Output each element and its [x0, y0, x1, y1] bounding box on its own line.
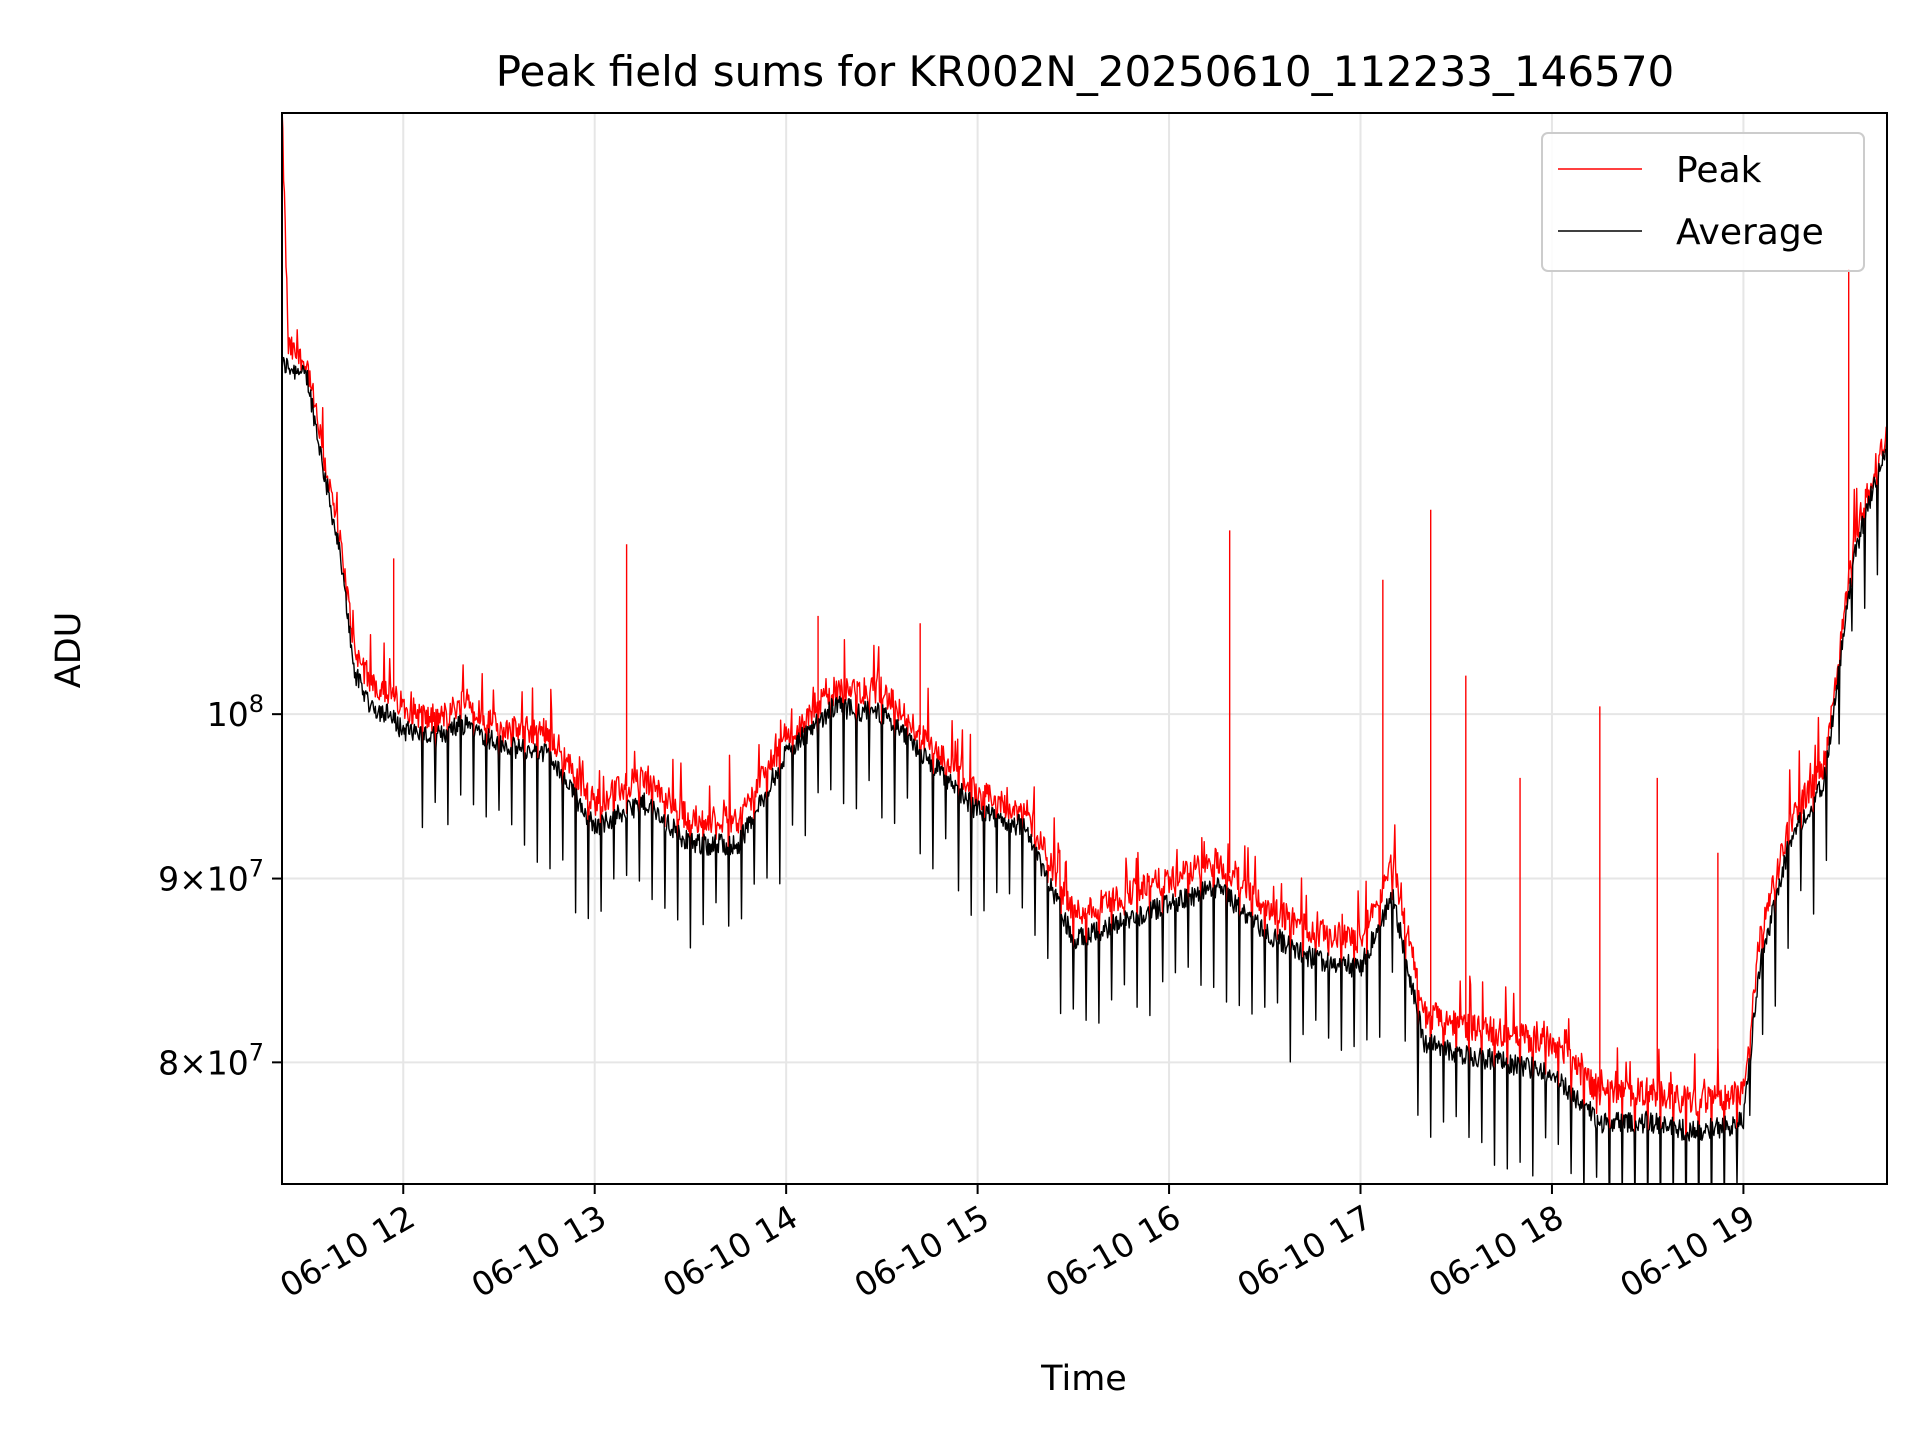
- y-axis-ticks: 108 9×107 8×107: [158, 690, 282, 1082]
- y-tick-label: 8×107: [158, 1038, 264, 1082]
- plot-frame: [281, 112, 1888, 1185]
- x-axis-label: Time: [1040, 1359, 1127, 1399]
- grid-lines: [282, 113, 1887, 1184]
- series-layer: [282, 113, 1887, 1184]
- legend: Peak Average: [1541, 132, 1865, 272]
- y-tick-label: 108: [207, 690, 264, 734]
- series-line-average: [282, 356, 1887, 1184]
- legend-label-average: Average: [1676, 212, 1824, 253]
- legend-box: [1541, 132, 1865, 272]
- y-tick-label: 9×107: [158, 855, 264, 899]
- chart-title: Peak field sums for KR002N_20250610_1122…: [496, 47, 1675, 96]
- legend-label-peak: Peak: [1676, 150, 1762, 191]
- y-axis-label: ADU: [49, 612, 89, 689]
